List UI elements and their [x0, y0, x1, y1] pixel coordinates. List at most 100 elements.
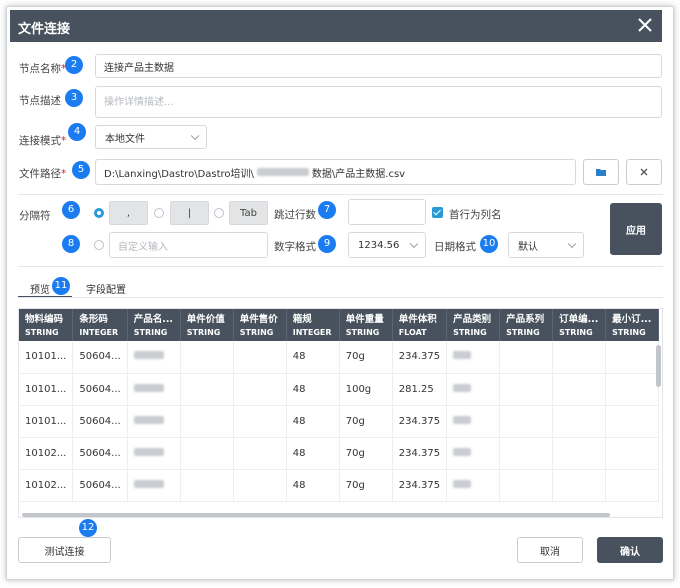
table-cell	[233, 373, 287, 406]
table-row[interactable]: 10102... 50604... 48 70g 234.375	[19, 469, 660, 502]
column-header: 单件体积 FLOAT	[392, 309, 448, 341]
apply-button[interactable]: 应用	[610, 203, 662, 255]
sep-custom-radio[interactable]	[94, 240, 104, 250]
close-icon[interactable]	[634, 14, 656, 36]
table-cell	[127, 341, 181, 374]
preview-table[interactable]: 物料编码 STRING 条形码 INTEGER 产品名... STRING 单件价值 STRI…	[18, 308, 663, 518]
table-row[interactable]: 10102... 50604... 48 70g 234.375	[19, 437, 660, 470]
table-cell	[446, 469, 501, 502]
node-desc-textarea[interactable]: 操作详情描述...	[95, 86, 662, 118]
column-type: STRING	[25, 328, 59, 337]
test-connection-button[interactable]: 测试连接	[18, 537, 111, 563]
sep-pipe-option[interactable]: |	[170, 201, 209, 225]
clear-path-button[interactable]	[626, 159, 662, 185]
custom-separator-input[interactable]: 自定义输入	[109, 232, 268, 258]
column-name: 单件价值	[186, 314, 225, 325]
table-cell: 70g	[339, 341, 393, 374]
sep-tab-radio[interactable]	[214, 208, 224, 218]
skip-rows-input[interactable]	[348, 199, 426, 225]
node-name-input[interactable]: 连接产品主数据	[95, 54, 662, 78]
column-type: STRING	[506, 328, 540, 337]
table-cell	[605, 405, 660, 438]
annotation-badge-2: 2	[65, 56, 83, 74]
column-name: 产品类别	[453, 314, 492, 325]
annotation-badge-5: 5	[72, 161, 90, 179]
table-cell	[446, 341, 501, 374]
column-type: STRING	[345, 328, 380, 337]
skip-rows-label: 跳过行数	[274, 209, 316, 221]
sep-comma-option[interactable]: ,	[109, 201, 148, 225]
annotation-badge-7: 7	[318, 201, 336, 219]
table-cell: 10101...	[19, 405, 74, 438]
table-cell	[233, 437, 287, 470]
redacted-text	[453, 383, 472, 392]
column-name: 产品系列	[506, 314, 545, 325]
table-cell	[499, 437, 554, 470]
table-row[interactable]: 10101... 50604... 48 70g 234.375	[19, 405, 660, 438]
column-name: 最小订...	[612, 314, 652, 325]
file-path-label: 文件路径*	[19, 168, 67, 180]
column-name: 产品名...	[133, 314, 174, 325]
table-cell: 10102...	[19, 437, 74, 470]
table-cell	[233, 405, 287, 438]
table-header-row: 物料编码 STRING 条形码 INTEGER 产品名... STRING 单件价值 STRI…	[19, 309, 660, 341]
redacted-text	[133, 447, 164, 456]
redacted-text	[256, 168, 309, 176]
column-name: 订单编...	[559, 314, 599, 325]
table-cell	[180, 437, 234, 470]
table-cell: 234.375	[392, 437, 448, 470]
tab-preview[interactable]: 预览	[30, 285, 50, 296]
browse-folder-button[interactable]	[583, 159, 619, 185]
column-header: 订单编... STRING	[552, 309, 607, 341]
table-cell: 234.375	[392, 469, 448, 502]
sep-tab-option[interactable]: Tab	[229, 201, 268, 225]
table-cell: 50604...	[72, 405, 128, 438]
first-row-header-label: 首行为列名	[449, 209, 502, 221]
sep-pipe-radio[interactable]	[154, 208, 164, 218]
annotation-badge-4: 4	[68, 123, 86, 141]
column-type: STRING	[133, 328, 168, 337]
data-table: 物料编码 STRING 条形码 INTEGER 产品名... STRING 单件价值 STRI…	[19, 309, 660, 502]
separator-label: 分隔符	[19, 210, 51, 222]
column-type: INTEGER	[292, 328, 332, 337]
table-cell	[552, 469, 607, 502]
table-cell	[446, 437, 501, 470]
column-header: 产品类别 STRING	[446, 309, 501, 341]
sep-comma-radio[interactable]	[94, 208, 104, 218]
table-cell	[552, 373, 607, 406]
table-cell: 70g	[339, 405, 393, 438]
conn-mode-select[interactable]: 本地文件	[95, 125, 207, 149]
table-cell	[233, 469, 287, 502]
column-name: 物料编码	[25, 314, 64, 325]
table-cell	[180, 405, 234, 438]
column-header: 条形码 INTEGER	[72, 309, 128, 341]
table-cell	[233, 341, 287, 374]
redacted-text	[453, 479, 472, 488]
redacted-text	[453, 351, 472, 360]
table-cell	[605, 341, 660, 374]
table-cell: 50604...	[72, 437, 128, 470]
table-cell	[180, 373, 234, 406]
file-path-input[interactable]: D:\Lanxing\Dastro\Dastro培训\ 数据\产品主数据.csv	[95, 159, 576, 185]
table-cell	[605, 437, 660, 470]
table-row[interactable]: 10101... 50604... 48 100g 281.25	[19, 373, 660, 406]
redacted-text	[133, 479, 164, 488]
table-cell	[180, 469, 234, 502]
column-name: 单件重量	[345, 314, 384, 325]
vertical-scrollbar[interactable]	[656, 345, 661, 387]
table-cell: 70g	[339, 437, 393, 470]
table-row[interactable]: 10101... 50604... 48 70g 234.375	[19, 341, 660, 374]
table-cell	[499, 469, 554, 502]
column-header: 单件售价 STRING	[233, 309, 287, 341]
date-format-select[interactable]: 默认	[508, 232, 584, 258]
column-type: STRING	[559, 328, 593, 337]
horizontal-scrollbar[interactable]	[22, 513, 610, 517]
first-row-header-checkbox[interactable]	[432, 207, 443, 218]
tab-field-config[interactable]: 字段配置	[86, 285, 126, 296]
confirm-button[interactable]: 确认	[597, 537, 663, 563]
cancel-button[interactable]: 取消	[517, 537, 583, 563]
table-cell: 48	[286, 405, 340, 438]
table-cell: 50604...	[72, 373, 128, 406]
number-format-select[interactable]: 1234.56	[348, 232, 426, 258]
chevron-down-icon	[567, 239, 577, 249]
